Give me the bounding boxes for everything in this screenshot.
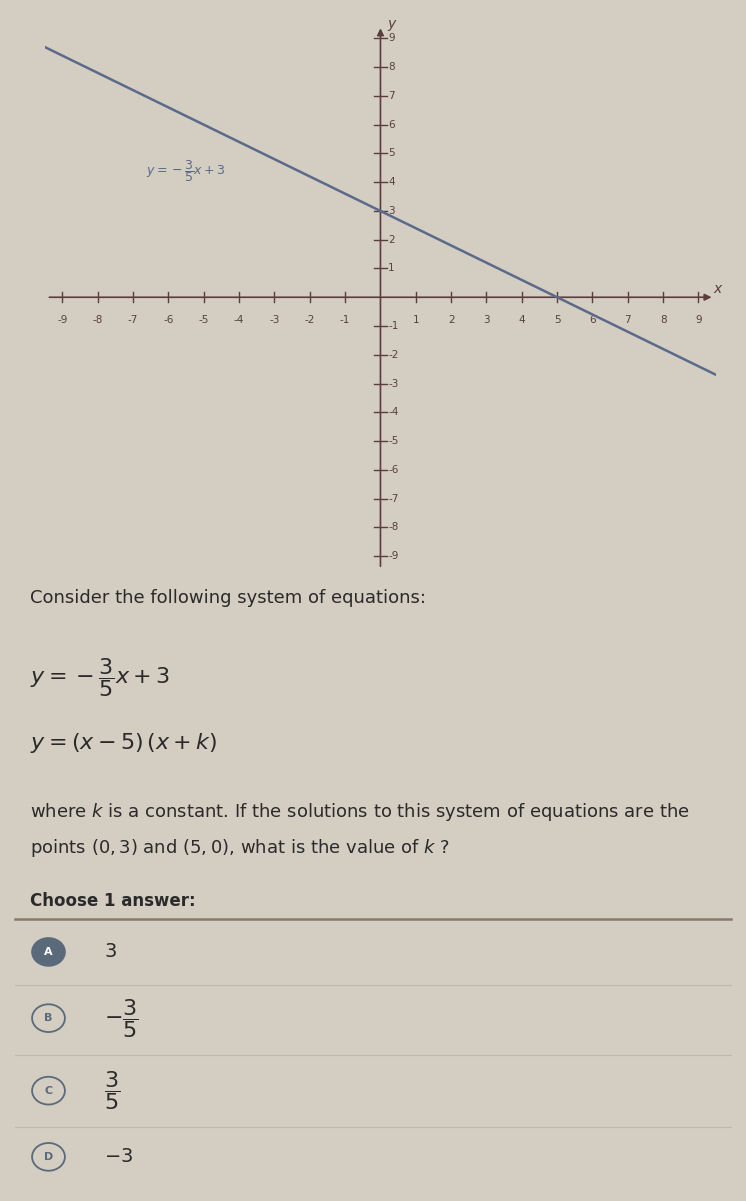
Text: Consider the following system of equations:: Consider the following system of equatio…: [30, 590, 426, 608]
Text: Choose 1 answer:: Choose 1 answer:: [30, 892, 195, 910]
Text: 5: 5: [554, 315, 560, 324]
Text: D: D: [44, 1152, 53, 1161]
Text: -8: -8: [93, 315, 103, 324]
Text: $-\dfrac{3}{5}$: $-\dfrac{3}{5}$: [104, 997, 140, 1040]
Text: -1: -1: [340, 315, 351, 324]
Text: $y = (x - 5)\,(x + k)$: $y = (x - 5)\,(x + k)$: [30, 731, 217, 755]
Text: 4: 4: [518, 315, 525, 324]
Text: 6: 6: [589, 315, 596, 324]
Text: 1: 1: [388, 263, 395, 274]
Text: -6: -6: [163, 315, 174, 324]
Text: 7: 7: [624, 315, 631, 324]
Text: -5: -5: [198, 315, 209, 324]
Text: 7: 7: [388, 91, 395, 101]
Text: A: A: [44, 946, 53, 957]
Text: -5: -5: [388, 436, 398, 446]
Text: -4: -4: [234, 315, 244, 324]
Text: 8: 8: [388, 62, 395, 72]
Text: 9: 9: [695, 315, 702, 324]
Text: -2: -2: [388, 349, 398, 360]
Text: -6: -6: [388, 465, 398, 474]
Text: where $k$ is a constant. If the solutions to this system of equations are the: where $k$ is a constant. If the solution…: [30, 801, 689, 823]
Text: 5: 5: [388, 149, 395, 159]
Text: -3: -3: [269, 315, 280, 324]
Text: $y = -\dfrac{3}{5}x + 3$: $y = -\dfrac{3}{5}x + 3$: [30, 656, 170, 699]
Text: 2: 2: [448, 315, 454, 324]
Text: C: C: [45, 1086, 52, 1095]
Text: -1: -1: [388, 321, 398, 331]
Text: 1: 1: [413, 315, 419, 324]
Circle shape: [32, 938, 65, 966]
Text: -4: -4: [388, 407, 398, 417]
Text: B: B: [44, 1014, 53, 1023]
Text: -3: -3: [388, 378, 398, 389]
Text: 4: 4: [388, 178, 395, 187]
Text: y: y: [387, 17, 395, 31]
Text: $3$: $3$: [104, 943, 117, 962]
Text: 2: 2: [388, 234, 395, 245]
Text: $y = -\dfrac{3}{5}x + 3$: $y = -\dfrac{3}{5}x + 3$: [146, 157, 226, 184]
Text: x: x: [714, 282, 722, 297]
Text: 8: 8: [660, 315, 666, 324]
Text: -2: -2: [304, 315, 315, 324]
Text: points $(0, 3)$ and $(5, 0)$, what is the value of $k$ ?: points $(0, 3)$ and $(5, 0)$, what is th…: [30, 837, 450, 859]
Text: 9: 9: [388, 34, 395, 43]
Text: -9: -9: [57, 315, 68, 324]
Text: 3: 3: [483, 315, 490, 324]
Text: $\dfrac{3}{5}$: $\dfrac{3}{5}$: [104, 1069, 121, 1112]
Text: -9: -9: [388, 551, 398, 561]
Text: 3: 3: [388, 205, 395, 216]
Text: $-3$: $-3$: [104, 1147, 134, 1166]
Text: -7: -7: [128, 315, 138, 324]
Text: -7: -7: [388, 494, 398, 503]
Text: -8: -8: [388, 522, 398, 532]
Text: 6: 6: [388, 120, 395, 130]
